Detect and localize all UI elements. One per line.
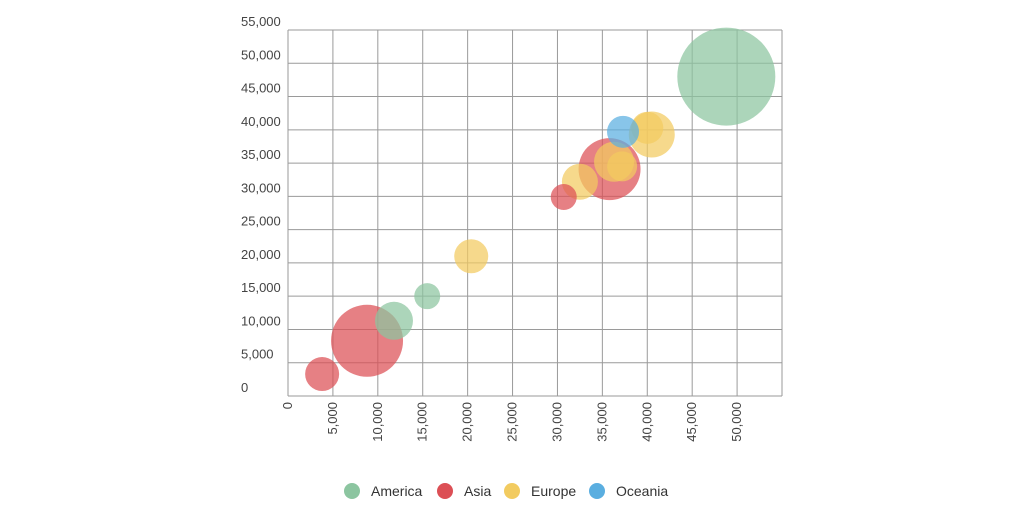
x-tick-label: 50,000 — [729, 402, 744, 442]
bubble-layer — [305, 27, 776, 392]
y-tick-label: 30,000 — [241, 180, 281, 195]
x-axis-ticks: 0 5,000 10,000 15,000 20,000 25,000 30,000 35,0… — [280, 402, 744, 442]
bubble-asia — [305, 357, 340, 392]
x-tick-label: 25,000 — [505, 402, 520, 442]
x-tick-label: 20,000 — [460, 402, 475, 442]
y-tick-label: 5,000 — [241, 347, 274, 362]
y-axis-ticks: 0 5,000 10,000 15,000 20,000 25,000 30,000 35,0… — [241, 14, 281, 395]
bubble-america — [374, 301, 413, 340]
x-tick-label: 5,000 — [325, 402, 340, 435]
x-tick-label: 15,000 — [415, 402, 430, 442]
legend-marker-america — [344, 483, 360, 499]
bubble-asia — [550, 184, 577, 211]
y-tick-label: 45,000 — [241, 81, 281, 96]
bubble-europe — [631, 111, 664, 144]
y-tick-label: 0 — [241, 380, 248, 395]
legend-label-oceania: Oceania — [616, 483, 668, 499]
x-tick-label: 35,000 — [594, 402, 609, 442]
y-tick-label: 50,000 — [241, 47, 281, 62]
x-tick-label: 0 — [280, 402, 295, 409]
bubble-europe — [454, 239, 489, 274]
legend-marker-asia — [437, 483, 453, 499]
y-tick-label: 20,000 — [241, 247, 281, 262]
x-tick-label: 30,000 — [549, 402, 564, 442]
bubble-america — [414, 283, 441, 310]
legend-label-asia: Asia — [464, 483, 491, 499]
bubble-oceania — [607, 115, 640, 148]
bubble-europe — [607, 151, 638, 182]
y-tick-label: 25,000 — [241, 214, 281, 229]
x-tick-label: 45,000 — [684, 402, 699, 442]
legend-marker-europe — [504, 483, 520, 499]
y-tick-label: 15,000 — [241, 280, 281, 295]
legend: America Asia Europe Oceania — [344, 483, 668, 499]
y-tick-label: 40,000 — [241, 114, 281, 129]
bubble-america — [677, 27, 776, 126]
y-tick-label: 10,000 — [241, 313, 281, 328]
legend-label-europe: Europe — [531, 483, 576, 499]
y-tick-label: 35,000 — [241, 147, 281, 162]
legend-marker-oceania — [589, 483, 605, 499]
x-tick-label: 40,000 — [639, 402, 654, 442]
legend-label-america: America — [371, 483, 423, 499]
x-tick-label: 10,000 — [370, 402, 385, 442]
y-tick-label: 55,000 — [241, 14, 281, 29]
